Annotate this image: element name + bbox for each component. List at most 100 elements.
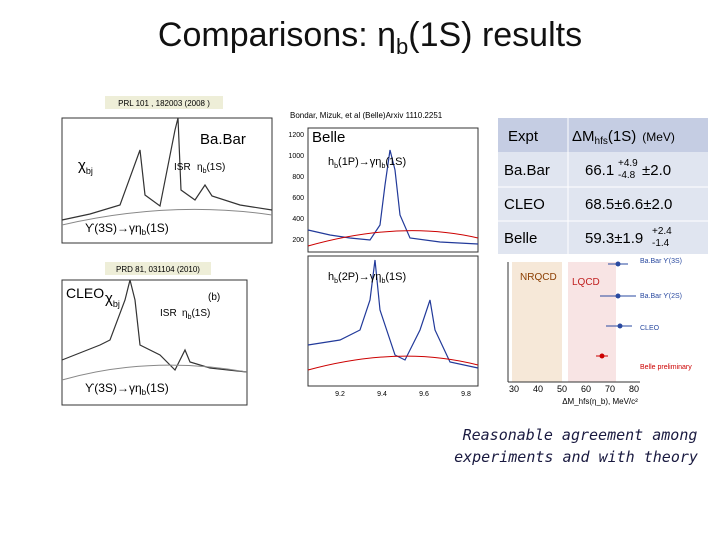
cell-sup: +2.4 <box>652 226 672 237</box>
conclusion-line: Reasonable agreement among <box>463 426 698 444</box>
cell-sup: +4.9 <box>618 158 638 169</box>
points <box>596 261 636 359</box>
ref-box <box>105 96 223 109</box>
x-tick-label: 70 <box>605 384 615 394</box>
y-tick-label: 800 <box>292 174 304 181</box>
t: h <box>328 156 334 168</box>
chi-label: χbj <box>78 157 93 176</box>
t: (1S) <box>191 308 210 319</box>
t: χ <box>78 157 86 174</box>
ref-box <box>105 262 211 275</box>
t: (1S) <box>206 162 225 173</box>
t: η <box>197 162 203 173</box>
x-tick-label: 50 <box>557 384 567 394</box>
y-tick-label: 600 <box>292 195 304 202</box>
t: η <box>182 308 188 319</box>
t: (1S) <box>146 381 169 395</box>
header-cell: Expt <box>508 128 539 145</box>
x-tick-label: 60 <box>581 384 591 394</box>
t: b <box>381 163 385 170</box>
legend-item: Ba.Bar ϒ(2S) <box>640 293 682 300</box>
t: b <box>381 278 385 285</box>
spectrum <box>307 149 479 245</box>
table-header <box>498 118 708 152</box>
plot-frame <box>61 117 273 244</box>
cell-sub: -4.8 <box>618 170 636 181</box>
ref-label: PRL 101 , 182003 (2008 ) <box>118 99 210 108</box>
title-part: Comparisons: η <box>158 16 396 54</box>
x-axis-label: ΔM_hfs(η_b), MeV/c² <box>562 397 638 406</box>
header-cell: ΔMhfs(1S) (MeV) <box>572 128 675 147</box>
row-label: CLEO <box>504 196 545 213</box>
x-tick-label: 30 <box>509 384 519 394</box>
ref-label: PRD 81, 031104 (2010) <box>116 265 200 274</box>
eta-label: ηb(1S) <box>197 162 225 175</box>
y-tick-label: 200 <box>292 237 304 244</box>
expt-label: CLEO <box>66 285 104 301</box>
t: (MeV) <box>642 130 675 144</box>
decay-label: hb(1P)→γηb(1S) <box>328 156 406 170</box>
y-tick-label: 400 <box>292 216 304 223</box>
t: (1S) <box>608 128 636 145</box>
expt-label: Belle <box>312 129 345 146</box>
legend-item: CLEO <box>640 325 660 332</box>
point <box>615 261 621 267</box>
cell-value: 68.5±6.6±2.0 <box>585 196 672 213</box>
cell-value: ±2.0 <box>642 162 671 179</box>
spectrum <box>61 279 248 373</box>
spectrum <box>307 259 479 369</box>
cell-value: 59.3±1.9 <box>585 230 643 247</box>
decay-label: hb(2P)→γηb(1S) <box>328 271 406 285</box>
t: b <box>203 168 207 175</box>
eta-label: ηb(1S) <box>182 308 210 321</box>
plot-frame <box>61 279 248 406</box>
chi-label: χbj <box>105 290 120 309</box>
row-label: Belle <box>504 230 537 247</box>
expt-label: Ba.Bar <box>200 131 246 148</box>
title-part: (1S) results <box>408 16 582 54</box>
lqcd-band <box>568 262 616 382</box>
fit-curve <box>61 364 248 381</box>
t: bj <box>113 299 120 309</box>
decay-label: ϒ(3S)→γηb(1S) <box>85 381 169 397</box>
fit-curve <box>307 230 479 247</box>
table-body <box>498 152 708 254</box>
slide-title: Comparisons: ηb(1S) results <box>158 16 582 59</box>
t: ΔM <box>572 128 595 145</box>
ref-label: Bondar, Mizuk, et al (Belle)Arxiv 1110.2… <box>290 111 443 120</box>
nrqcd-band <box>512 262 562 382</box>
y-tick-label: 1200 <box>288 132 304 139</box>
panel-label: (b) <box>208 292 220 303</box>
t: b <box>334 163 338 170</box>
cell-sub: -1.4 <box>652 238 670 249</box>
conclusion-line: experiments and with theory <box>454 448 698 466</box>
legend-item: Ba.Bar ϒ(3S) <box>640 258 682 265</box>
fit-curve <box>307 355 479 371</box>
band-label: LQCD <box>572 277 600 288</box>
t: b <box>142 228 147 237</box>
band-label: NRQCD <box>520 272 557 283</box>
fit-curve <box>61 208 273 226</box>
row-label: Ba.Bar <box>504 162 550 179</box>
y-tick-label: 1000 <box>288 153 304 160</box>
t: b <box>142 388 147 397</box>
t: (1S) <box>385 271 406 283</box>
isr-label: ISR <box>174 162 191 173</box>
t: (1P)→γη <box>338 156 381 168</box>
x-tick-label: 9.2 <box>335 391 345 398</box>
spectrum <box>61 117 273 221</box>
t: ϒ(3S)→γη <box>85 221 142 235</box>
point <box>599 353 605 359</box>
t: (1S) <box>385 156 406 168</box>
t: bj <box>86 166 93 176</box>
point <box>617 323 623 329</box>
legend-item: Belle preliminary <box>640 364 692 371</box>
t: χ <box>105 290 113 307</box>
title-sub: b <box>396 34 408 59</box>
t: (2P)→γη <box>338 271 381 283</box>
decay-label: ϒ(3S)→γηb(1S) <box>85 221 169 237</box>
t: ϒ(3S)→γη <box>85 381 142 395</box>
plot-frame <box>307 255 479 387</box>
x-tick-label: 40 <box>533 384 543 394</box>
